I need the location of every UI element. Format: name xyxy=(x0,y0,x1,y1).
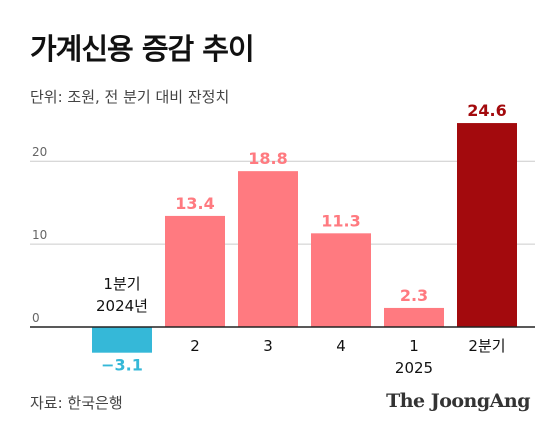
bar xyxy=(311,233,371,327)
category-label: 1분기 xyxy=(103,275,140,293)
category-label: 1 xyxy=(409,337,419,355)
y-tick-label: 20 xyxy=(32,145,47,159)
category-label: 2024년 xyxy=(96,297,148,315)
value-label: 13.4 xyxy=(175,194,214,213)
bar xyxy=(238,171,298,327)
bar xyxy=(457,123,517,327)
y-tick-label: 10 xyxy=(32,228,47,242)
value-label: 24.6 xyxy=(467,101,506,120)
category-label: 3 xyxy=(263,337,273,355)
category-label: 2 xyxy=(190,337,200,355)
bar xyxy=(165,215,225,327)
value-label: 2.3 xyxy=(400,286,428,305)
source-note: 자료: 한국은행 xyxy=(30,394,123,412)
bar xyxy=(92,327,152,353)
category-label: 4 xyxy=(336,337,346,355)
bar xyxy=(384,307,444,327)
category-label: 2분기 xyxy=(468,337,505,355)
unit-subtitle: 단위: 조원, 전 분기 대비 잔정치 xyxy=(30,88,230,106)
brand-logo: The JoongAng xyxy=(386,390,530,412)
value-label: 11.3 xyxy=(321,211,360,230)
category-label: 2025 xyxy=(395,359,433,377)
value-label: 18.8 xyxy=(248,149,287,168)
y-tick-label: 0 xyxy=(32,311,40,325)
chart-title: 가계신용 증감 추이 xyxy=(30,32,255,66)
value-label: −3.1 xyxy=(101,356,143,375)
